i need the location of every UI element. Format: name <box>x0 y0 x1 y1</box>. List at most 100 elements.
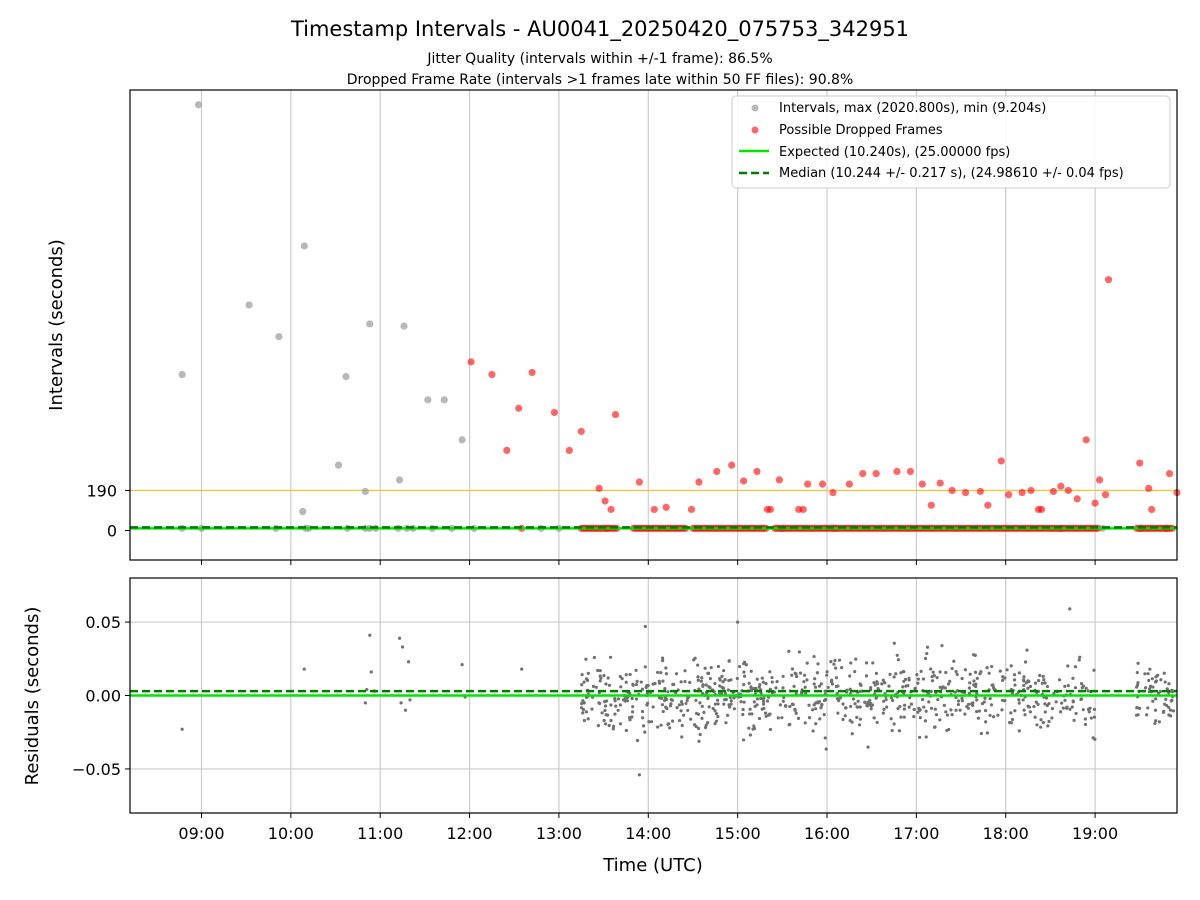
residual-point <box>704 683 708 687</box>
residual-point <box>869 686 873 690</box>
residual-point <box>604 682 608 686</box>
residual-point <box>651 705 655 709</box>
residual-point <box>930 674 934 679</box>
residual-point <box>1045 684 1050 689</box>
residual-point <box>661 709 665 714</box>
dropped-frame-point <box>818 480 827 488</box>
residual-point <box>399 701 403 705</box>
residual-point <box>1027 705 1032 709</box>
residual-point <box>946 682 951 686</box>
residual-point <box>664 666 668 670</box>
residual-point <box>792 684 796 688</box>
interval-point <box>400 322 408 330</box>
residual-point <box>749 669 753 673</box>
residual-point <box>849 704 853 709</box>
residual-point <box>460 663 464 667</box>
dropped-frame-point <box>906 467 915 476</box>
residual-point <box>661 679 665 683</box>
residual-point <box>775 679 779 684</box>
residual-point <box>902 715 906 719</box>
legend-expected-label: Expected (10.240s), (25.00000 fps) <box>779 145 1010 160</box>
residual-point <box>890 728 894 733</box>
residual-point <box>896 707 900 711</box>
dropped-frame-point <box>948 486 956 495</box>
dropped-frame-point <box>984 501 992 509</box>
legend-median-label: Median (10.244 +/- 0.217 s), (24.98610 +… <box>779 166 1124 181</box>
residual-point <box>1046 724 1050 728</box>
residual-point <box>990 664 994 669</box>
residual-point <box>892 641 896 645</box>
residual-point <box>1068 607 1072 611</box>
residual-point <box>813 677 817 681</box>
legend-intervals-marker <box>751 104 759 112</box>
interval-point <box>245 301 253 309</box>
residual-point <box>780 716 784 720</box>
residual-point <box>1169 699 1173 703</box>
residual-point <box>1081 684 1086 688</box>
intervals-x-ticks <box>200 560 1096 565</box>
residual-point <box>918 708 922 713</box>
dropped-frame-point <box>695 478 703 486</box>
residual-point <box>1168 708 1173 712</box>
residual-point <box>1086 689 1090 693</box>
residual-point <box>520 667 524 671</box>
dropped-frame-point <box>961 488 970 497</box>
residual-point <box>954 708 958 712</box>
residual-point <box>966 706 970 710</box>
residual-point <box>751 727 755 731</box>
residual-point <box>885 705 889 709</box>
residual-point <box>931 670 935 674</box>
residual-point <box>925 645 930 649</box>
residual-point <box>613 712 617 716</box>
residual-point <box>735 676 739 681</box>
residual-point <box>820 703 824 707</box>
residual-point <box>849 661 853 665</box>
residual-point <box>741 712 745 717</box>
dropped-frame-point <box>1082 436 1090 444</box>
dropped-frame-point <box>918 480 926 488</box>
residual-point <box>584 677 589 681</box>
residual-point <box>1047 701 1051 706</box>
residual-point <box>698 701 702 705</box>
residual-point <box>814 722 818 726</box>
residual-point <box>960 699 964 703</box>
residual-point <box>764 682 768 686</box>
residual-point <box>956 702 961 707</box>
residual-point <box>641 724 646 728</box>
residual-point <box>944 670 948 675</box>
residual-point <box>1147 678 1151 683</box>
residual-point <box>834 666 838 670</box>
residual-point <box>763 711 768 715</box>
residual-point <box>902 707 906 711</box>
residual-point <box>794 674 799 679</box>
residual-point <box>645 703 649 707</box>
dropped-frame-point <box>515 404 523 412</box>
residual-point <box>790 667 795 671</box>
residual-point <box>1073 665 1078 669</box>
residual-point <box>1017 671 1022 675</box>
residual-point <box>974 684 978 689</box>
residual-point <box>1026 686 1030 690</box>
residual-point <box>834 676 839 680</box>
residual-point <box>363 701 367 705</box>
residual-point <box>582 680 586 684</box>
dropped-frame-point <box>872 469 880 478</box>
residual-point <box>603 699 607 704</box>
residual-point <box>752 724 756 728</box>
residual-point <box>660 656 665 660</box>
residual-point <box>1041 674 1045 679</box>
x-tick-label: 14:00 <box>625 824 671 843</box>
residual-point <box>1023 660 1028 664</box>
chart-subtitle-jitter: Jitter Quality (intervals within +/-1 fr… <box>426 51 772 67</box>
interval-point <box>458 436 466 444</box>
residuals-y-axis-label: Residuals (seconds) <box>22 607 43 786</box>
residual-point <box>697 739 701 743</box>
residual-point <box>987 671 991 675</box>
residual-point <box>1071 699 1075 703</box>
residual-point <box>742 682 746 687</box>
residual-point <box>1162 671 1166 675</box>
residual-point <box>406 660 411 664</box>
residual-point <box>667 722 671 726</box>
residual-point <box>663 687 667 691</box>
residual-point <box>1150 677 1154 681</box>
